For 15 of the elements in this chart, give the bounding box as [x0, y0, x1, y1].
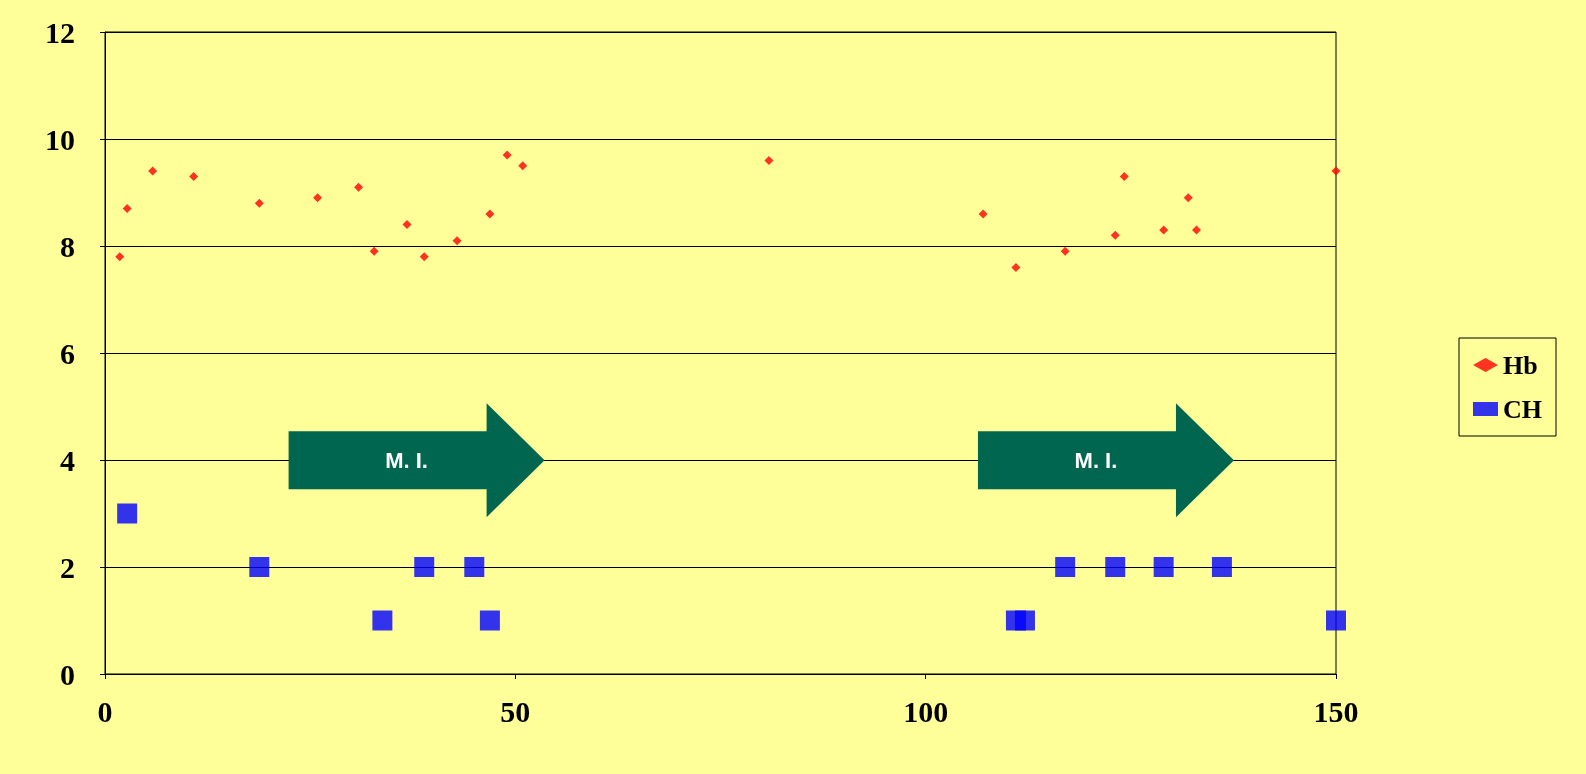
annotation: M. I. [385, 447, 428, 473]
y-tick-label: 6 [60, 336, 75, 370]
y-tick-label: 10 [45, 122, 75, 156]
y-tick-label: 4 [60, 443, 75, 477]
y-tick-label: 12 [45, 15, 75, 49]
legend-label: CH [1503, 394, 1542, 424]
y-tick-label: 2 [60, 550, 75, 584]
x-tick-label: 150 [1313, 694, 1359, 728]
x-tick-label: 0 [97, 694, 113, 728]
y-tick-label: 0 [60, 657, 75, 691]
x-tick-label: 100 [903, 694, 949, 728]
y-tick-label: 8 [60, 229, 75, 263]
annotation: M. I. [1074, 447, 1118, 473]
x-tick-label: 50 [500, 694, 531, 728]
legend-label: Hb [1503, 350, 1538, 380]
